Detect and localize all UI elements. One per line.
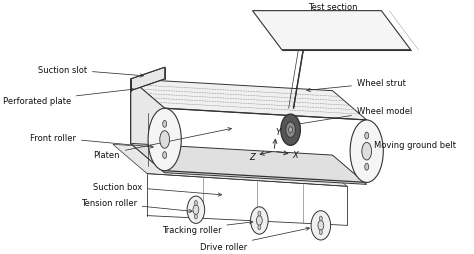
- Text: X: X: [292, 150, 298, 159]
- Text: Front roller: Front roller: [30, 134, 153, 149]
- Text: Platen: Platen: [93, 128, 231, 159]
- Ellipse shape: [193, 205, 199, 215]
- Polygon shape: [130, 80, 367, 120]
- Ellipse shape: [251, 207, 268, 234]
- Polygon shape: [130, 68, 164, 91]
- Ellipse shape: [194, 201, 197, 205]
- Ellipse shape: [365, 164, 369, 170]
- Polygon shape: [130, 80, 164, 173]
- Ellipse shape: [148, 109, 181, 171]
- Ellipse shape: [163, 121, 167, 128]
- Text: Drive roller: Drive roller: [200, 227, 310, 251]
- Text: Wheel strut: Wheel strut: [307, 79, 406, 92]
- Polygon shape: [130, 144, 367, 185]
- Ellipse shape: [258, 211, 261, 216]
- Ellipse shape: [362, 143, 372, 160]
- Ellipse shape: [194, 214, 197, 219]
- Ellipse shape: [319, 230, 322, 235]
- Ellipse shape: [256, 216, 262, 226]
- Ellipse shape: [258, 225, 261, 230]
- Text: Z: Z: [250, 152, 255, 161]
- Text: Suction box: Suction box: [93, 182, 221, 196]
- Ellipse shape: [318, 221, 324, 230]
- Text: Test section: Test section: [308, 3, 357, 20]
- Text: Tension roller: Tension roller: [81, 199, 192, 213]
- Ellipse shape: [365, 133, 369, 139]
- Text: Wheel model: Wheel model: [297, 106, 412, 126]
- Text: Tracking roller: Tracking roller: [162, 221, 253, 234]
- Ellipse shape: [286, 122, 295, 138]
- Text: Suction slot: Suction slot: [38, 66, 144, 78]
- Text: Perforated plate: Perforated plate: [3, 89, 134, 105]
- Ellipse shape: [281, 115, 301, 146]
- Polygon shape: [113, 145, 347, 187]
- Ellipse shape: [163, 152, 167, 159]
- Text: Moving ground belt: Moving ground belt: [367, 140, 456, 153]
- Ellipse shape: [160, 131, 170, 149]
- Ellipse shape: [350, 120, 383, 183]
- Ellipse shape: [187, 196, 205, 224]
- Text: Y: Y: [275, 128, 281, 137]
- Ellipse shape: [289, 127, 292, 133]
- Ellipse shape: [311, 211, 330, 240]
- Polygon shape: [253, 12, 410, 51]
- Ellipse shape: [319, 216, 322, 221]
